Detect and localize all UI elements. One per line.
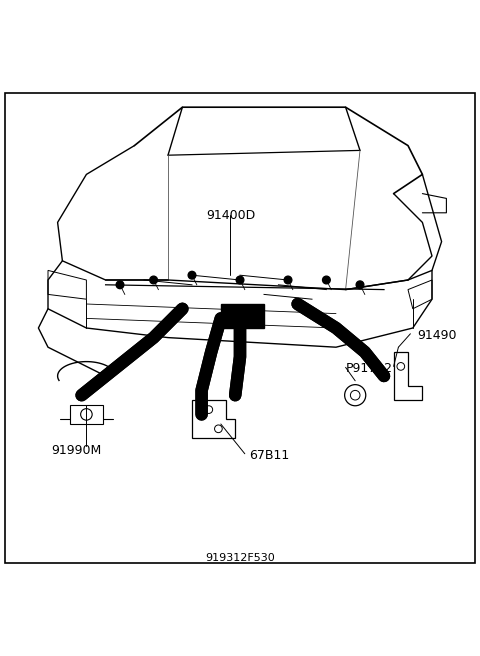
Text: 91990M: 91990M (52, 444, 102, 457)
Polygon shape (221, 304, 264, 328)
Circle shape (284, 276, 292, 284)
Circle shape (150, 276, 157, 284)
Circle shape (356, 281, 364, 289)
Circle shape (188, 272, 196, 279)
Circle shape (116, 281, 124, 289)
Bar (70, 405, 103, 424)
Circle shape (236, 276, 244, 284)
Text: P91712: P91712 (346, 362, 393, 375)
Text: 91400D: 91400D (206, 209, 255, 222)
Text: 91490: 91490 (418, 329, 457, 342)
Text: 919312F530: 919312F530 (205, 554, 275, 564)
Text: 67B11: 67B11 (250, 449, 290, 462)
Circle shape (323, 276, 330, 284)
